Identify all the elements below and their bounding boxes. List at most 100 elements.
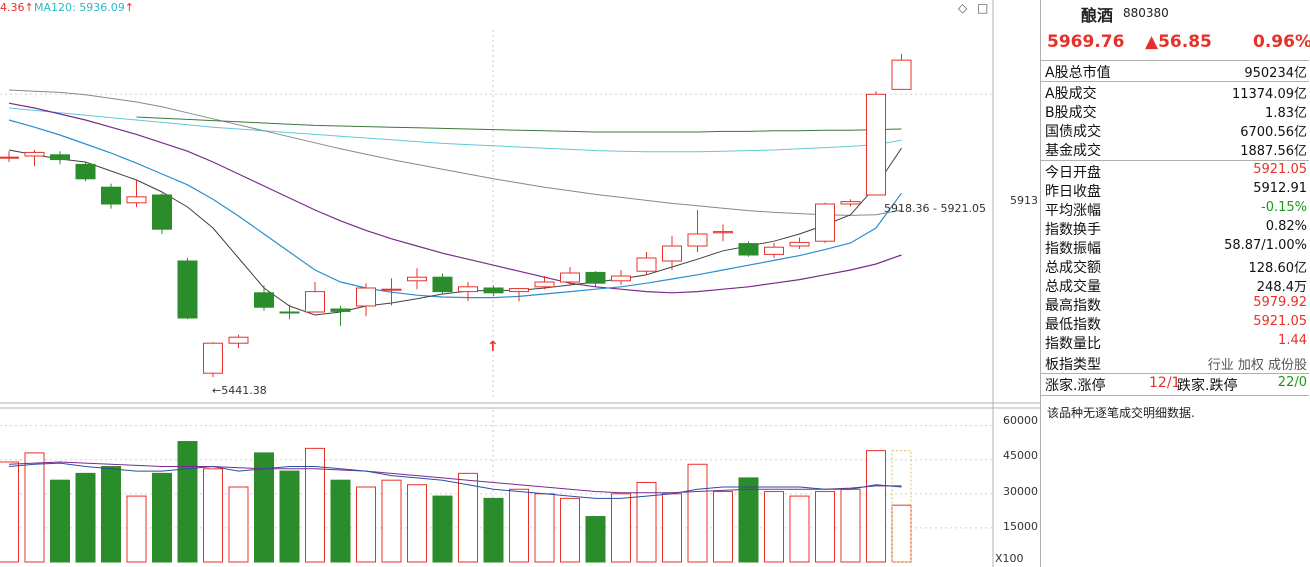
volume-bar (126, 495, 147, 563)
candle-body (381, 288, 402, 291)
candle-body (560, 272, 580, 283)
candle-body (713, 231, 733, 234)
ma10-line (8, 119, 902, 299)
volume-bar (458, 472, 478, 563)
long_green-line (136, 116, 902, 133)
volume-bar (228, 486, 249, 563)
quote-row: 今日开盘 5921.05 (1041, 162, 1309, 181)
volume-ma-lines (8, 461, 902, 499)
quote-row-label: B股成交 (1045, 105, 1097, 121)
quote-row: 国债成交 6700.56亿 (1041, 121, 1309, 140)
volume-bar (432, 495, 453, 563)
quote-row-label: 今日开盘 (1045, 165, 1101, 181)
candle-body (509, 288, 529, 293)
candle-body (662, 245, 682, 262)
candle-body (611, 275, 631, 282)
quote-row-value: 950234亿 (1244, 66, 1307, 81)
volume-bar (50, 479, 70, 563)
limit-down-label: 跌家.跌停 (1177, 378, 1238, 394)
ma20-line (8, 102, 902, 294)
volume-bar (815, 491, 835, 563)
volume-unit: X100 (995, 552, 1024, 565)
candle-body (330, 308, 351, 312)
price-change-pct: 0.96% (1253, 32, 1310, 52)
quote-row: 指数量比 1.44 (1041, 333, 1309, 352)
range-annotation: 5918.36 - 5921.05 (884, 202, 986, 215)
quote-row-value: 58.87/1.00% (1224, 238, 1307, 253)
volume-bar (381, 479, 402, 563)
window-icon[interactable]: □ (977, 1, 988, 15)
quote-row: 总成交量 248.4万 (1041, 276, 1309, 295)
legend-ma-prefix: 4.36↑ (0, 1, 34, 14)
quote-row: 总成交额 128.60亿 (1041, 257, 1309, 276)
ma5-line (8, 147, 902, 316)
quote-row-value: 128.60亿 (1248, 261, 1308, 276)
volume-bar (713, 491, 733, 563)
quote-row-label: 指数量比 (1045, 336, 1101, 352)
volume-bar (254, 452, 274, 563)
limit-up-value: 12/1 (1149, 375, 1181, 391)
volume-bar (305, 447, 325, 563)
index-name: 酿酒 (1081, 6, 1114, 25)
volume-projection (891, 450, 912, 563)
quote-row-label: 基金成交 (1045, 143, 1101, 159)
index-code: 880380 (1123, 6, 1169, 20)
kline-chart[interactable]: 4.36↑ MA120: 5936.09↑ ◇ □ 5913 5918.36 -… (0, 0, 1040, 567)
legend-ma120: MA120: 5936.09↑ (34, 1, 134, 14)
volume-bar (764, 491, 784, 563)
candle-body (738, 243, 759, 256)
ma60-line (8, 89, 902, 216)
candle-body (687, 233, 708, 247)
candle-body (458, 286, 478, 293)
candle-body (432, 276, 453, 293)
up-arrow-icon: ↑ (487, 339, 499, 355)
quote-row-value: 5921.05 (1253, 162, 1307, 177)
volume-tick-60000: 60000 (1003, 414, 1038, 427)
candle-body (0, 156, 19, 159)
quote-row-value: 1887.56亿 (1240, 144, 1307, 159)
quote-row-label: 昨日收盘 (1045, 184, 1101, 200)
volume-bar (840, 488, 861, 563)
divider (1041, 60, 1309, 61)
volume-bar (330, 479, 351, 563)
candle-body (764, 246, 784, 255)
quote-row: 最高指数 5979.92 (1041, 295, 1309, 314)
quote-row-label: 国债成交 (1045, 124, 1101, 140)
current-price: 5969.76 (1047, 32, 1125, 52)
volume-bar (509, 488, 529, 563)
quote-row-label: 指数换手 (1045, 222, 1101, 238)
volume-bar (662, 493, 682, 563)
quote-row-value: 5979.92 (1253, 295, 1307, 310)
volume-bar (0, 461, 19, 563)
quote-row-value: 1.83亿 (1265, 106, 1307, 121)
volume-bar (356, 486, 376, 563)
volume-bar (687, 463, 708, 563)
volume-bar (101, 466, 121, 563)
diamond-icon[interactable]: ◇ (958, 1, 968, 15)
quote-row: 昨日收盘 5912.91 (1041, 181, 1309, 200)
divider (1041, 160, 1309, 161)
board-type-label: 板指类型 (1045, 357, 1101, 373)
quote-row-value: 11374.09亿 (1231, 87, 1307, 102)
candle-body (891, 59, 912, 90)
board-type-value[interactable]: 行业 加权 成份股 (1207, 358, 1307, 373)
candle-body (126, 196, 147, 204)
limit-down-value: 22/0 (1277, 375, 1307, 390)
volume-bar (866, 450, 886, 563)
quote-row-value: 6700.56亿 (1240, 125, 1307, 140)
limit-up-label: 涨家.涨停 (1045, 378, 1106, 394)
divider (1041, 81, 1309, 82)
candle-body (815, 203, 835, 242)
divider (1041, 373, 1309, 374)
quote-row: 指数振幅 58.87/1.00% (1041, 238, 1309, 257)
candle-body (585, 271, 606, 284)
low-price-annotation: ←5441.38 (212, 384, 267, 397)
quote-row-label: 平均涨幅 (1045, 203, 1101, 219)
volume-bar (534, 493, 555, 563)
candle-body (483, 287, 504, 294)
candle-body (305, 291, 325, 313)
candle-body (101, 186, 121, 205)
quote-row-value: 5912.91 (1253, 181, 1307, 196)
volume-bar (611, 493, 631, 563)
limit-row: 涨家.涨停 12/1 跌家.跌停 22/0 (1041, 375, 1309, 394)
